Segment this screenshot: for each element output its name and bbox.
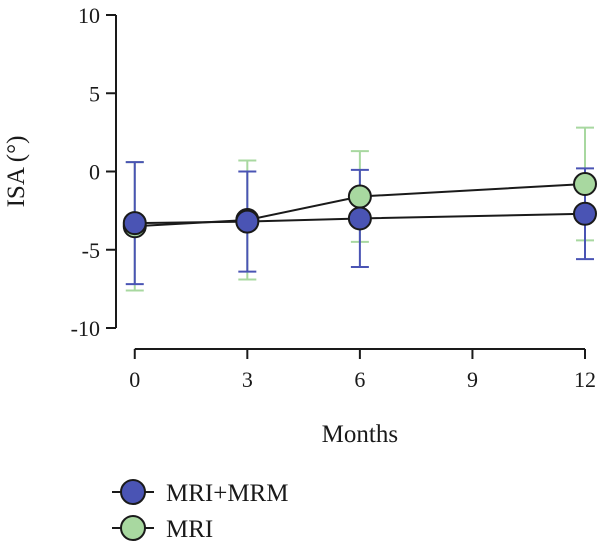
- y-tick-label: 5: [89, 81, 100, 106]
- legend: MRI+MRM MRI: [112, 479, 288, 543]
- y-tick-label: -10: [71, 316, 100, 341]
- y-tick-label: 0: [89, 160, 100, 185]
- x-tick-label: 9: [467, 367, 478, 392]
- y-tick-label: -5: [82, 238, 100, 263]
- point-mri-mrm: [573, 201, 597, 226]
- x-tick-label: 6: [354, 367, 365, 392]
- legend-label-mri-mrm: MRI+MRM: [166, 480, 288, 507]
- point-mri-mrm: [122, 211, 147, 236]
- axes: 10 5 0 -5 -10 0 3 6 9 12: [71, 3, 596, 392]
- point-mri: [347, 184, 372, 209]
- legend-marker-mri: [120, 515, 146, 541]
- series-line-mri-mrm: [134, 212, 586, 225]
- legend-marker-mri-mrm: [120, 479, 146, 505]
- legend-label-mri: MRI: [166, 516, 213, 543]
- x-tick-label: 0: [129, 367, 140, 392]
- y-tick-label: 10: [78, 3, 100, 28]
- series-layer: [122, 126, 597, 292]
- legend-item-mri: MRI: [112, 515, 213, 543]
- x-tick-label: 3: [242, 367, 253, 392]
- point-mri-mrm: [235, 209, 260, 234]
- legend-item-mri-mrm: MRI+MRM: [112, 479, 288, 507]
- y-axis-label: ISA (°): [3, 136, 30, 208]
- y-ticks: 10 5 0 -5 -10: [71, 3, 116, 341]
- x-ticks: 0 3 6 9 12: [129, 349, 596, 392]
- point-mri: [573, 172, 597, 197]
- x-tick-label: 12: [574, 367, 596, 392]
- x-axis-label: Months: [322, 421, 398, 448]
- point-mri-mrm: [347, 206, 372, 231]
